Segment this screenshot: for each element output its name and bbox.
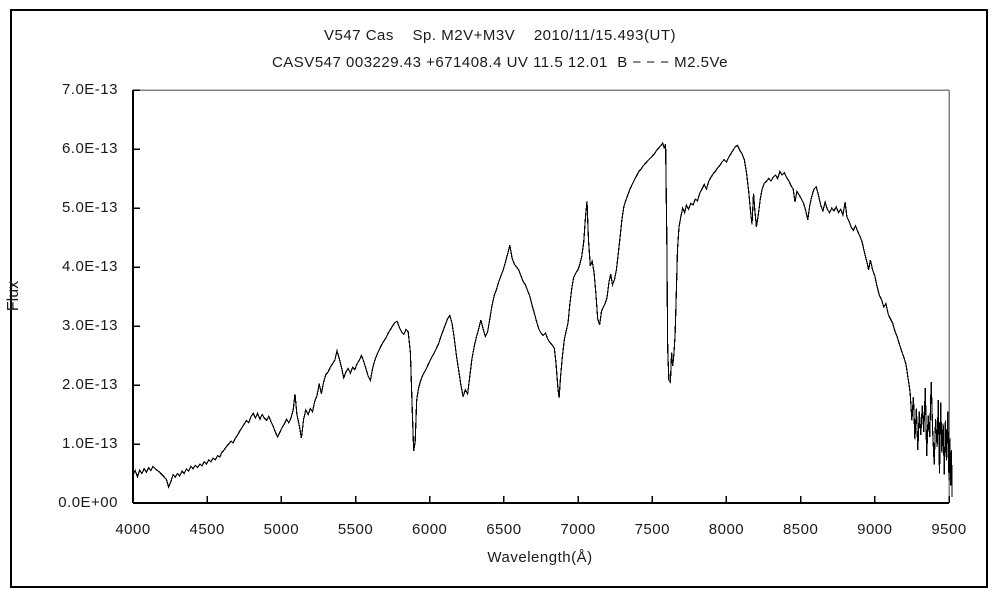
x-tick-label: 9000 — [857, 521, 893, 538]
x-tick-label: 8000 — [708, 521, 745, 538]
y-tick-label: 5.0E-13 — [61, 199, 118, 216]
y-tick-label: 4.0E-13 — [61, 258, 118, 275]
y-tick-label: 1.0E-13 — [61, 435, 118, 452]
chart-title-line-2: CASV547 003229.43 +671408.4 UV 11.5 12.0… — [271, 54, 729, 71]
x-tick-label: 7500 — [634, 521, 670, 538]
x-tick-label: 6500 — [486, 521, 522, 538]
y-tick-label: 3.0E-13 — [61, 317, 118, 334]
x-tick-label: 4000 — [115, 521, 151, 538]
chart-title-line-1: V547 Cas Sp. M2V+M3V 2010/11/15.493(UT) — [324, 27, 676, 44]
x-tick-label: 4500 — [189, 521, 225, 538]
x-tick-label: 9500 — [931, 521, 967, 538]
y-tick-label: 6.0E-13 — [61, 140, 118, 157]
x-tick-label: 7000 — [560, 521, 596, 538]
y-tick-label: 7.0E-13 — [61, 81, 118, 98]
spectrum-line — [132, 141, 953, 498]
x-tick-label: 6000 — [412, 521, 448, 538]
y-tick-label: 0.0E+00 — [58, 494, 118, 511]
x-axis-title: Wavelength(Å) — [487, 549, 593, 566]
y-axis-title-text: Flux — [5, 280, 22, 312]
x-tick-label: 8500 — [782, 521, 819, 538]
x-tick-label: 5000 — [263, 521, 300, 538]
y-tick-label: 2.0E-13 — [61, 376, 118, 393]
x-tick-label: 5500 — [337, 521, 374, 538]
